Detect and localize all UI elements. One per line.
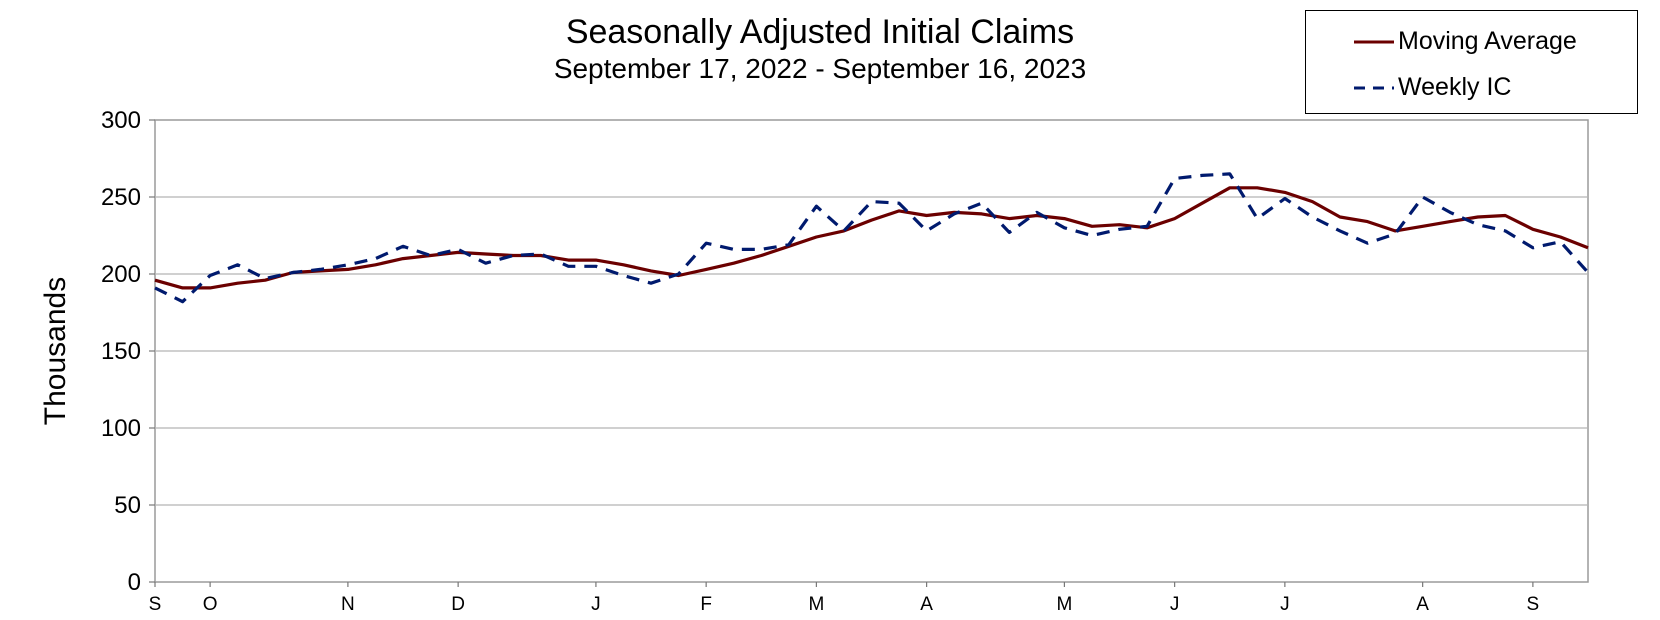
x-tick-label-4: J xyxy=(591,594,601,615)
x-tick-label-8: M xyxy=(1056,594,1072,615)
y-tick-label-150: 150 xyxy=(101,338,141,365)
x-tick-label-7: A xyxy=(920,594,933,615)
x-tick-label-12: S xyxy=(1527,594,1540,615)
series-line-moving-average xyxy=(154,186,1589,290)
x-tick-label-3: D xyxy=(451,594,465,615)
legend-label-moving-average: Moving Average xyxy=(1398,27,1577,55)
chart-legend: Moving Average Weekly IC xyxy=(1305,10,1638,114)
y-tick-label-250: 250 xyxy=(101,184,141,211)
x-tick-label-6: M xyxy=(808,594,824,615)
chart-title: Seasonally Adjusted Initial Claims xyxy=(565,13,1075,51)
chart-subtitle: September 17, 2022 - September 16, 2023 xyxy=(553,53,1087,84)
y-tick-label-50: 50 xyxy=(114,492,141,519)
legend-label-weekly-ic: Weekly IC xyxy=(1398,73,1512,101)
x-tick-label-11: A xyxy=(1416,594,1429,615)
legend-swatch-weekly-ic xyxy=(1354,86,1394,89)
y-tick-label-0: 0 xyxy=(128,569,141,596)
x-tick-label-0: S xyxy=(149,594,162,615)
x-tick-label-9: J xyxy=(1170,594,1180,615)
x-tick-label-10: J xyxy=(1280,594,1290,615)
chart-titles: Seasonally Adjusted Initial Claims Septe… xyxy=(380,12,1260,86)
y-axis-label: Thousands xyxy=(39,277,72,425)
y-tick-label-100: 100 xyxy=(101,415,141,442)
y-tick-label-200: 200 xyxy=(101,261,141,288)
legend-item-weekly-ic: Weekly IC xyxy=(1354,73,1511,102)
legend-swatch-moving-average xyxy=(1354,40,1394,43)
x-tick-label-5: F xyxy=(700,594,712,615)
x-tick-label-1: O xyxy=(203,594,218,615)
x-tick-label-2: N xyxy=(341,594,355,615)
legend-item-moving-average: Moving Average xyxy=(1354,27,1577,56)
y-tick-label-300: 300 xyxy=(101,107,141,134)
